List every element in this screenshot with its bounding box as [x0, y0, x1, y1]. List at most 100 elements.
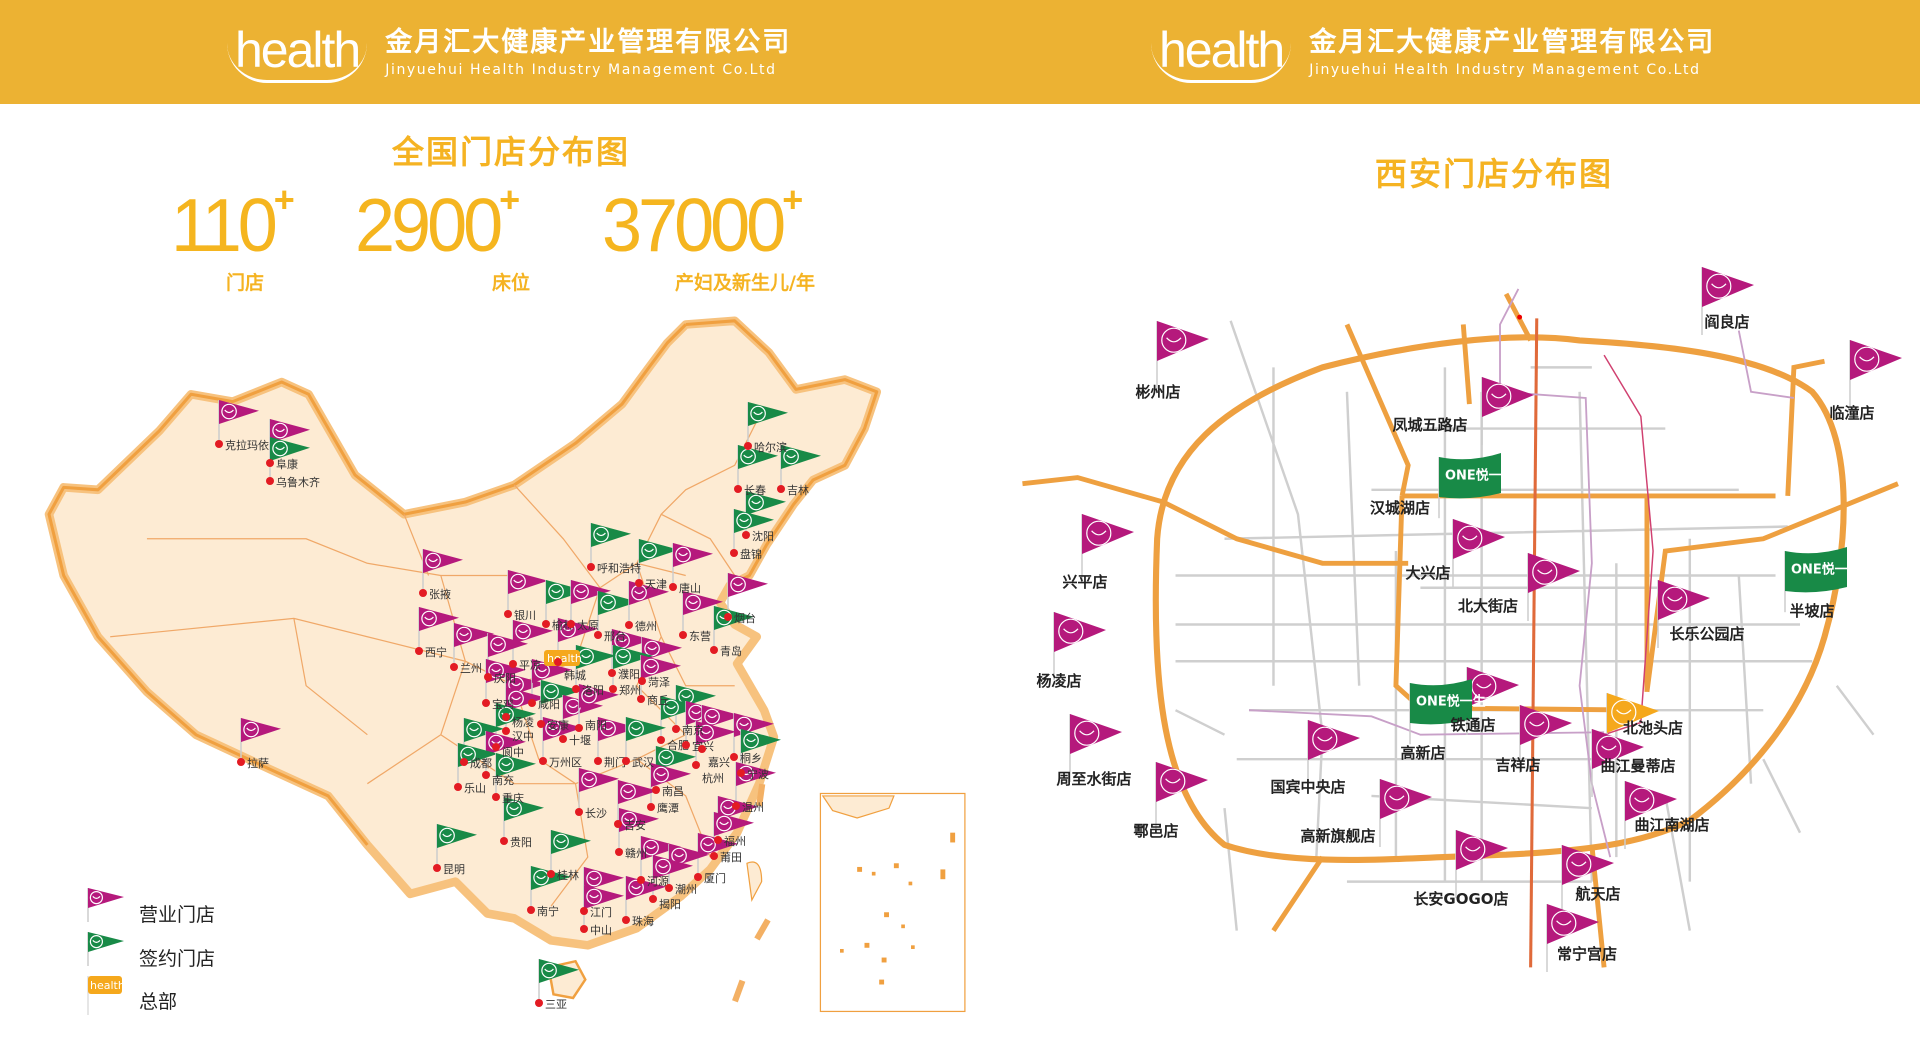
- store-flag-signed: ONE悦一生: [1438, 453, 1515, 519]
- city-label: 咸阳: [538, 698, 560, 711]
- pennant-shape: [661, 696, 701, 720]
- city-label: 杭州: [702, 771, 724, 785]
- bird-icon: [1634, 797, 1650, 803]
- city-dot: [415, 647, 423, 655]
- emblem-icon: [615, 648, 631, 665]
- city-dot: [710, 852, 718, 860]
- pennant-shape: [1482, 377, 1534, 417]
- city-label: 平凉: [519, 658, 541, 672]
- bird-icon: [1476, 683, 1492, 689]
- city-label: 张掖: [429, 587, 451, 601]
- city-label: 南京: [682, 723, 704, 737]
- city-label: 江门: [590, 905, 612, 919]
- city-dot: [484, 673, 492, 681]
- bird-icon: [603, 726, 613, 731]
- pennant-shape: [504, 797, 544, 821]
- store-flag-operating: [1849, 340, 1902, 408]
- store-flag-operating: [1053, 612, 1106, 680]
- store-label: 凤城五路店: [1392, 416, 1467, 434]
- store-flag-operating: [1455, 830, 1508, 898]
- bird-icon: [518, 629, 528, 634]
- emblem-icon: [1532, 559, 1558, 585]
- pennant-shape: [270, 437, 310, 461]
- pennant-shape: [612, 629, 652, 653]
- store-flag-signed: [733, 509, 774, 550]
- bird-icon: [647, 646, 657, 651]
- store-label: 鄠邑店: [1133, 822, 1178, 840]
- store-flag-signed: [625, 717, 666, 758]
- bird-icon: [246, 727, 256, 732]
- bird-icon: [511, 696, 521, 701]
- store-flag-operating: [640, 655, 681, 696]
- city-label: 拉萨: [247, 756, 269, 770]
- city-dot: [587, 563, 595, 571]
- bird-icon: [556, 839, 566, 844]
- city-dot: [622, 757, 630, 765]
- bird-icon: [691, 710, 701, 715]
- city-label: 桂林: [557, 868, 579, 882]
- city-label: 沈阳: [752, 529, 774, 543]
- hq-banner-text: health: [90, 979, 125, 992]
- city-dot: [638, 677, 646, 685]
- store-flag-operating: [1657, 580, 1710, 648]
- store-label: 吉祥店: [1495, 756, 1540, 774]
- city-label: 南昌: [662, 785, 684, 798]
- city-dot: [672, 725, 680, 733]
- city-label: 西宁: [425, 645, 447, 659]
- store-flag-operating: [531, 659, 572, 700]
- city-label: 银川: [514, 608, 536, 622]
- emblem-icon: [620, 783, 636, 800]
- store-flag-signed: [503, 797, 544, 838]
- pennant-shape: [1380, 779, 1432, 819]
- bird-icon: [1166, 337, 1182, 343]
- store-flag-operating: [1481, 377, 1534, 445]
- banner-text: ONE悦一生: [1416, 693, 1486, 709]
- emblem-icon: [1611, 699, 1637, 725]
- emblem-icon: [663, 699, 679, 716]
- bird-icon: [723, 805, 733, 810]
- emblem-icon: [743, 732, 759, 749]
- pennant-shape: [734, 509, 774, 533]
- pennant-shape: [546, 580, 586, 604]
- city-label: 阆中: [502, 745, 524, 759]
- city-label: 哈尔滨: [754, 440, 787, 454]
- store-flag-operating: [597, 717, 638, 758]
- city-dot: [730, 549, 738, 557]
- xian-map-title: 西安门店分布图: [1374, 155, 1614, 193]
- city-dot: [594, 757, 602, 765]
- city-label: 河源: [647, 874, 669, 888]
- bird-icon: [275, 428, 285, 433]
- store-flag-signed: [612, 645, 653, 686]
- emblem-icon: [675, 546, 691, 563]
- city-dot: [572, 685, 580, 693]
- pennant-shape: [541, 680, 581, 704]
- pennant-shape: [1850, 340, 1902, 380]
- city-dot: [580, 925, 588, 933]
- store-flag-operating: [1081, 514, 1134, 582]
- store-label: 国宾中央店: [1270, 778, 1345, 796]
- bird-icon: [646, 664, 656, 669]
- store-flag-signed: [590, 523, 631, 564]
- emblem-icon: [698, 724, 714, 741]
- pennant-shape: [219, 400, 259, 424]
- pennant-shape: [241, 718, 281, 742]
- bird-icon: [576, 589, 586, 594]
- legend-operating-flag: [87, 888, 124, 922]
- city-dot: [527, 906, 535, 914]
- city-dot: [575, 808, 583, 816]
- city-dot: [575, 724, 583, 732]
- hq-banner: [544, 650, 580, 666]
- city-label: 吉安: [624, 818, 646, 832]
- city-dot: [637, 876, 645, 884]
- city-label: 重庆: [502, 791, 524, 805]
- pennant-shape: [496, 753, 536, 777]
- city-dot: [454, 783, 462, 791]
- store-flag-signed: [495, 753, 536, 794]
- city-label: 洛阳: [582, 683, 604, 697]
- city-dot: [682, 741, 690, 749]
- bird-icon: [537, 668, 547, 673]
- emblem-icon: [1596, 735, 1622, 761]
- legend-signed-flag: [87, 932, 124, 966]
- store-flag-operating: [453, 623, 494, 664]
- city-label: 唐山: [679, 581, 701, 595]
